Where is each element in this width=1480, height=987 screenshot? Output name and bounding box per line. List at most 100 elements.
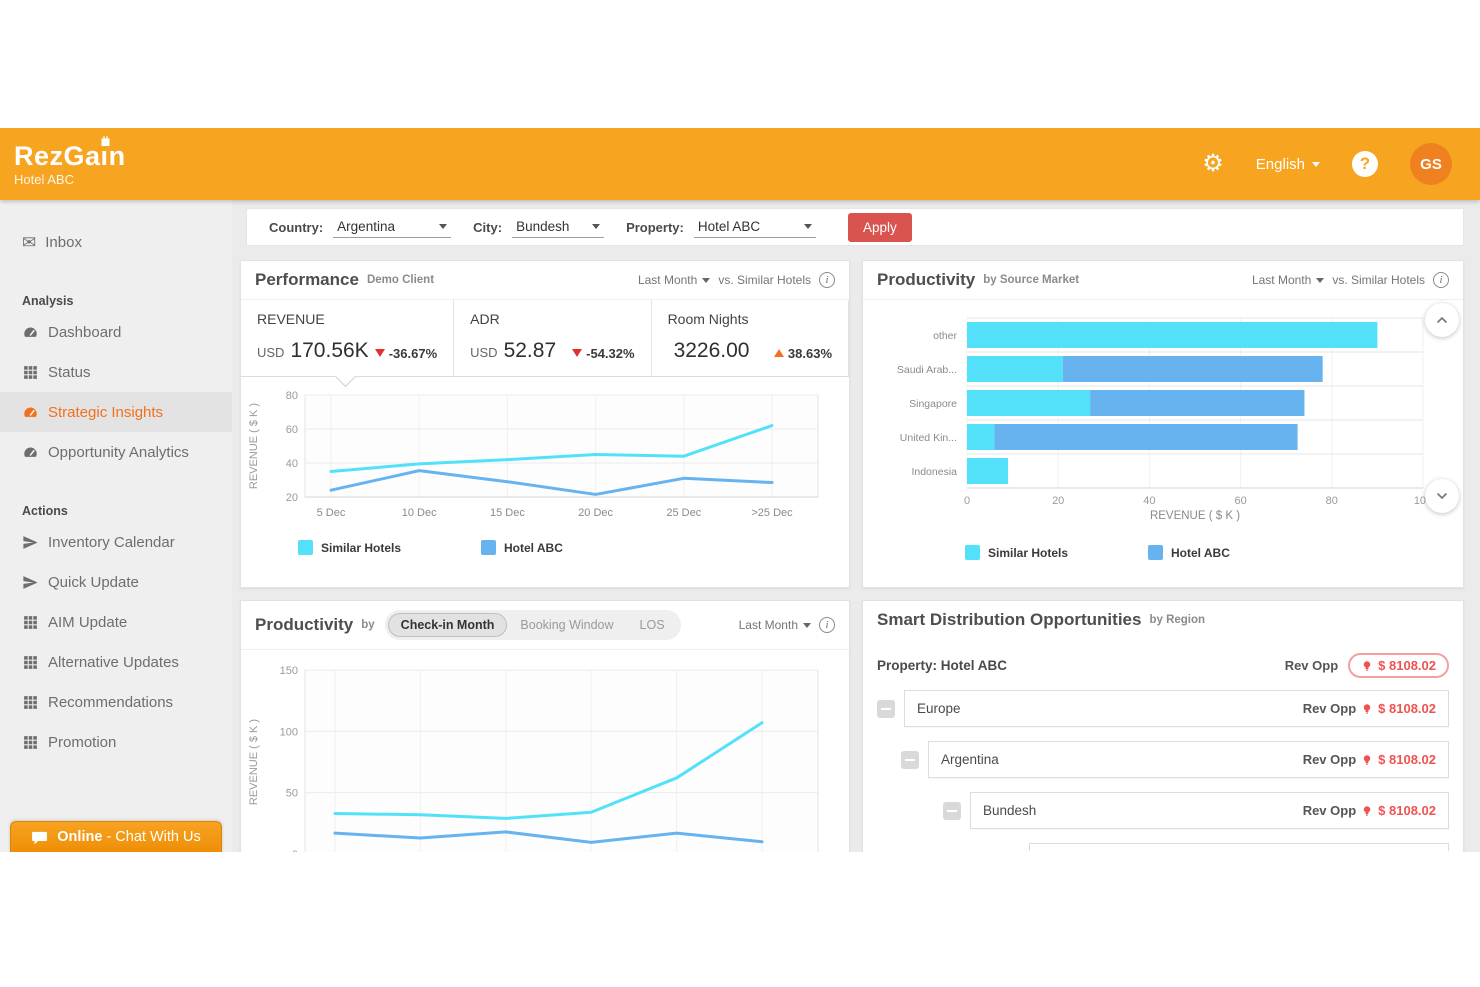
caret-down-icon: [439, 224, 448, 229]
section-title: Actions: [22, 504, 68, 518]
period-dropdown[interactable]: Last Month: [1252, 273, 1325, 287]
performance-chart: 20 40 60 80 5 Dec 10 Dec 15 Dec 20 Dec 25 Dec >25…: [241, 377, 849, 555]
bulb-icon: [1361, 754, 1373, 766]
svg-text:other: other: [933, 330, 957, 342]
sidebar-item-quick-update[interactable]: Quick Update: [0, 562, 232, 602]
gauge-icon: [22, 444, 39, 461]
rev-opp-label: Rev Opp: [1284, 658, 1339, 673]
kpi-room-nights[interactable]: Room Nights 3226.00 38.63%: [652, 300, 849, 376]
tree-row-box[interactable]: Bundesh Rev Opp $ 8108.02: [970, 792, 1449, 829]
svg-text:20 Dec: 20 Dec: [578, 507, 613, 519]
legend-swatch-cyan: [965, 545, 980, 560]
sidebar-item-strategic-insights[interactable]: Strategic Insights: [0, 392, 232, 432]
apply-button[interactable]: Apply: [847, 212, 912, 242]
svg-text:40: 40: [286, 458, 298, 470]
tab-los[interactable]: LOS: [639, 618, 665, 632]
scroll-down-button[interactable]: [1425, 479, 1459, 513]
svg-text:0: 0: [292, 849, 298, 852]
city-select[interactable]: Bundesh: [512, 216, 605, 238]
rev-opp-label: Rev Opp: [1302, 701, 1357, 716]
chevron-down-icon: [1312, 161, 1320, 167]
grid-icon: [22, 654, 39, 671]
svg-text:60: 60: [1234, 495, 1246, 507]
period-dropdown[interactable]: Last Month: [739, 618, 811, 632]
kpi-value: 52.87: [503, 339, 557, 362]
property-value: Hotel ABC: [697, 219, 761, 234]
sidebar-item-inventory-calendar[interactable]: Inventory Calendar: [0, 522, 232, 562]
chat-with-us-button[interactable]: Online - Chat With Us: [10, 821, 222, 852]
sidebar-item-label: Strategic Insights: [48, 403, 164, 421]
sidebar-item-promotion[interactable]: Promotion: [0, 722, 232, 762]
tree-row-europe: Europe Rev Opp $ 8108.02: [877, 690, 1449, 727]
period-dropdown[interactable]: Last Month: [638, 273, 711, 287]
region-label: Europe: [917, 701, 961, 716]
country-label: Argentina: [941, 752, 999, 767]
scroll-up-button[interactable]: [1425, 303, 1459, 337]
info-icon[interactable]: i: [819, 617, 835, 633]
tab-booking-window[interactable]: Booking Window: [520, 618, 614, 632]
chat-status: Online: [57, 829, 103, 845]
period-label: Last Month: [738, 618, 798, 632]
rev-opp-value: $ 8108.02: [1378, 752, 1436, 767]
legend-hotel-abc: Hotel ABC: [1148, 545, 1331, 560]
svg-text:Indonesia: Indonesia: [911, 466, 957, 478]
svg-text:Saudi Arab...: Saudi Arab...: [897, 364, 957, 376]
collapse-button[interactable]: [901, 750, 919, 769]
svg-text:REVENUE ( $ K ): REVENUE ( $ K ): [248, 403, 260, 489]
bulb-icon: [1361, 805, 1373, 817]
info-icon[interactable]: i: [819, 272, 835, 288]
tower-icon: [101, 135, 110, 146]
svg-text:60: 60: [286, 424, 298, 436]
sidebar-item-label: AIM Update: [48, 613, 128, 631]
kpi-value: 3226.00: [673, 339, 750, 362]
kpi-value: 170.56K: [290, 339, 369, 362]
country-select[interactable]: Argentina: [333, 216, 452, 238]
sidebar-item-status[interactable]: Status: [0, 352, 232, 392]
legend-similar-hotels: Similar Hotels: [965, 545, 1148, 560]
legend-hotel-abc: Hotel ABC: [481, 540, 664, 555]
tree-row-box[interactable]: Europe Rev Opp $ 8108.02: [904, 690, 1449, 727]
avatar[interactable]: GS: [1410, 143, 1452, 185]
svg-text:0: 0: [964, 495, 970, 507]
tree-row-box[interactable]: Argentina Rev Opp $ 8108.02: [928, 741, 1449, 778]
language-selector[interactable]: English: [1256, 156, 1320, 173]
caret-down-icon: [592, 224, 601, 229]
compare-label: vs. Similar Hotels: [718, 273, 811, 287]
svg-text:United Kin...: United Kin...: [900, 432, 957, 444]
line-chart: 20 40 60 80 5 Dec 10 Dec 15 Dec 20 Dec 25 Dec >25…: [248, 390, 819, 519]
checkin-chart: 0 50 100 150 REVENUE ( $ K ): [241, 650, 849, 852]
brand-text-suffix: n: [108, 140, 126, 171]
svg-text:20: 20: [1052, 495, 1064, 507]
kpi-label: Room Nights: [667, 311, 749, 327]
sidebar-section-analysis: Analysis Dashboard Status Strategic Insi…: [0, 294, 232, 472]
help-icon[interactable]: ?: [1352, 151, 1378, 177]
panel-by-label: by: [361, 619, 375, 631]
property-select[interactable]: Hotel ABC: [693, 216, 816, 238]
sidebar-item-aim-update[interactable]: AIM Update: [0, 602, 232, 642]
send-icon: [22, 534, 39, 551]
svg-text:>25 Dec: >25 Dec: [751, 507, 793, 519]
sidebar-item-recommendations[interactable]: Recommendations: [0, 682, 232, 722]
bulb-icon: [1361, 703, 1373, 715]
property-label: Property:: [626, 219, 684, 235]
sidebar-item-opportunity-analytics[interactable]: Opportunity Analytics: [0, 432, 232, 472]
svg-text:25 Dec: 25 Dec: [666, 507, 701, 519]
sidebar-item-inbox[interactable]: ✉ Inbox: [0, 222, 232, 262]
kpi-adr[interactable]: ADR USD 52.87 -54.32%: [454, 300, 652, 376]
kpi-revenue[interactable]: REVENUE USD 170.56K -36.67%: [241, 300, 455, 376]
sidebar-item-label: Opportunity Analytics: [48, 443, 189, 461]
sidebar-item-label: Inventory Calendar: [48, 533, 175, 551]
collapse-button[interactable]: [877, 699, 895, 718]
sidebar-item-label: Alternative Updates: [48, 653, 179, 671]
sidebar-item-alternative-updates[interactable]: Alternative Updates: [0, 642, 232, 682]
info-icon[interactable]: i: [1433, 272, 1449, 288]
filter-bar: Country: Argentina City: Bundesh Propert…: [246, 208, 1464, 246]
collapse-button[interactable]: [943, 801, 961, 820]
tab-checkin-month[interactable]: Check-in Month: [387, 613, 508, 637]
bulb-icon: [1361, 660, 1373, 672]
rev-opp-pill[interactable]: $ 8108.02: [1348, 653, 1449, 678]
svg-text:Singapore: Singapore: [909, 398, 957, 410]
triangle-down-icon: [374, 349, 385, 357]
sidebar-item-dashboard[interactable]: Dashboard: [0, 312, 232, 352]
gear-icon[interactable]: ⚙: [1202, 150, 1224, 177]
